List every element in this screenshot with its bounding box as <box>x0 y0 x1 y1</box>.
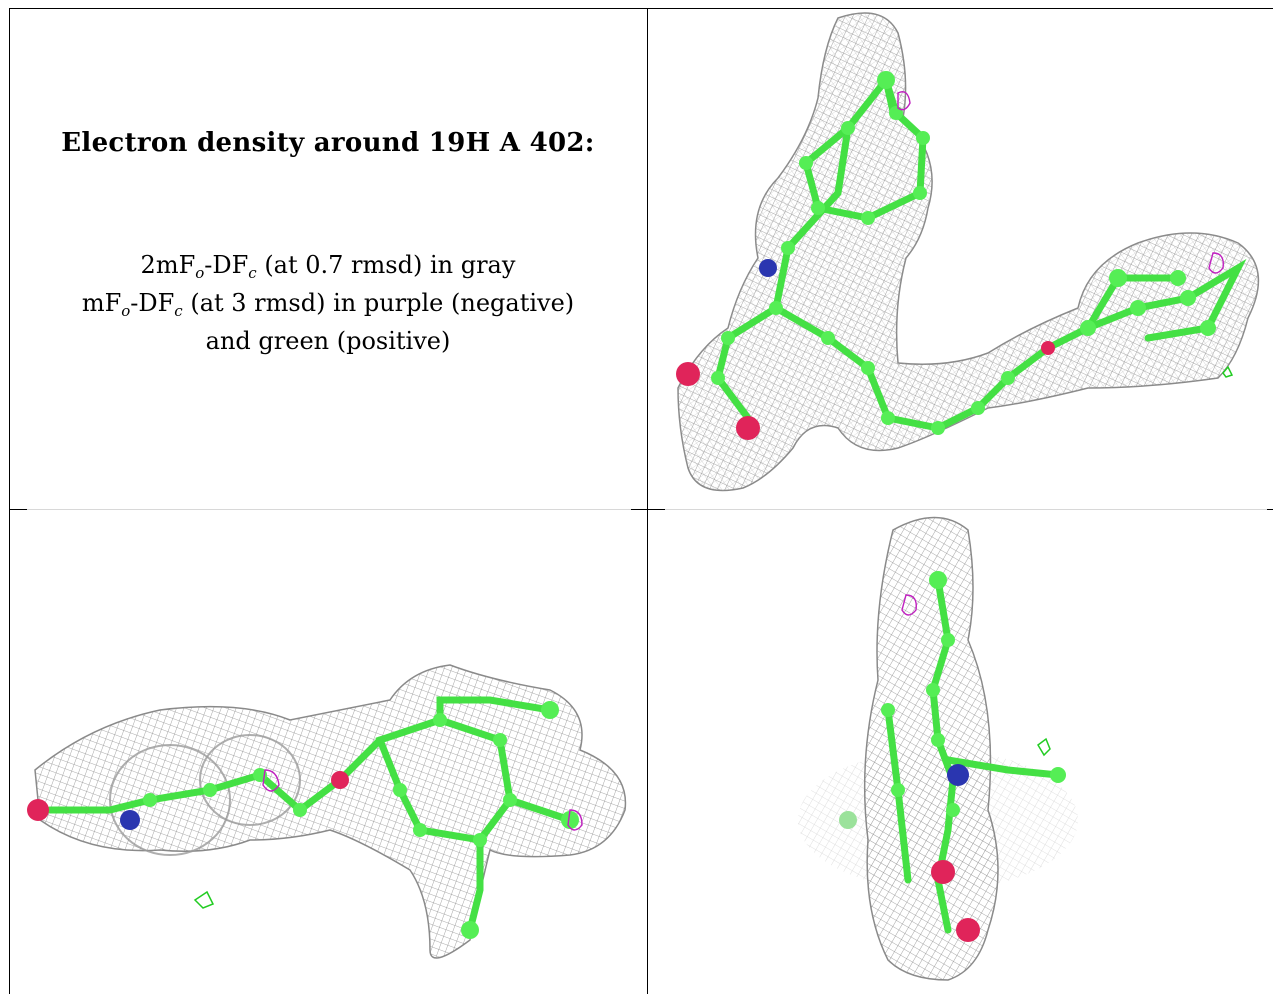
density-render-3 <box>798 516 1078 981</box>
positive-density-blob-2 <box>193 890 215 909</box>
positive-density-blob <box>1222 365 1234 378</box>
mesh-envelope-3 <box>863 516 999 981</box>
negative-density-blob-3 <box>567 809 583 831</box>
atoms-2 <box>27 701 579 939</box>
density-view-bottom-left <box>10 510 647 994</box>
atoms-3 <box>839 571 1066 942</box>
row-tick-right <box>1267 509 1273 510</box>
density-view-top-right <box>648 8 1273 508</box>
caption-legend: 2mFo-DFc (at 0.7 rmsd) in gray mFo-DFc (… <box>9 246 647 360</box>
legend-line-positive: and green (positive) <box>205 327 451 355</box>
density-view-bottom-right <box>648 510 1273 994</box>
caption-title: Electron density around 19H A 402: <box>61 128 595 158</box>
top-border <box>9 8 1273 9</box>
negative-density-blob-2 <box>262 769 280 792</box>
row-tick-left <box>9 509 27 510</box>
density-render-1 <box>676 12 1260 492</box>
negative-density-blob-4 <box>901 594 917 616</box>
left-border <box>9 8 10 994</box>
caption-cell: Electron density around 19H A 402: 2mFo-… <box>9 8 647 508</box>
legend-line-difference: mFo-DFc (at 3 rmsd) in purple (negative) <box>81 289 575 320</box>
negative-density-blobs <box>897 91 1224 274</box>
legend-line-gray: 2mFo-DFc (at 0.7 rmsd) in gray <box>140 251 516 282</box>
density-render-2 <box>27 664 627 959</box>
figure-grid: Electron density around 19H A 402: 2mFo-… <box>9 8 1273 994</box>
center-divider <box>647 8 648 994</box>
row-tick-center <box>631 509 665 510</box>
mesh-envelope <box>677 12 1260 492</box>
positive-density-blob-3 <box>1037 737 1051 757</box>
atoms <box>676 71 1216 440</box>
